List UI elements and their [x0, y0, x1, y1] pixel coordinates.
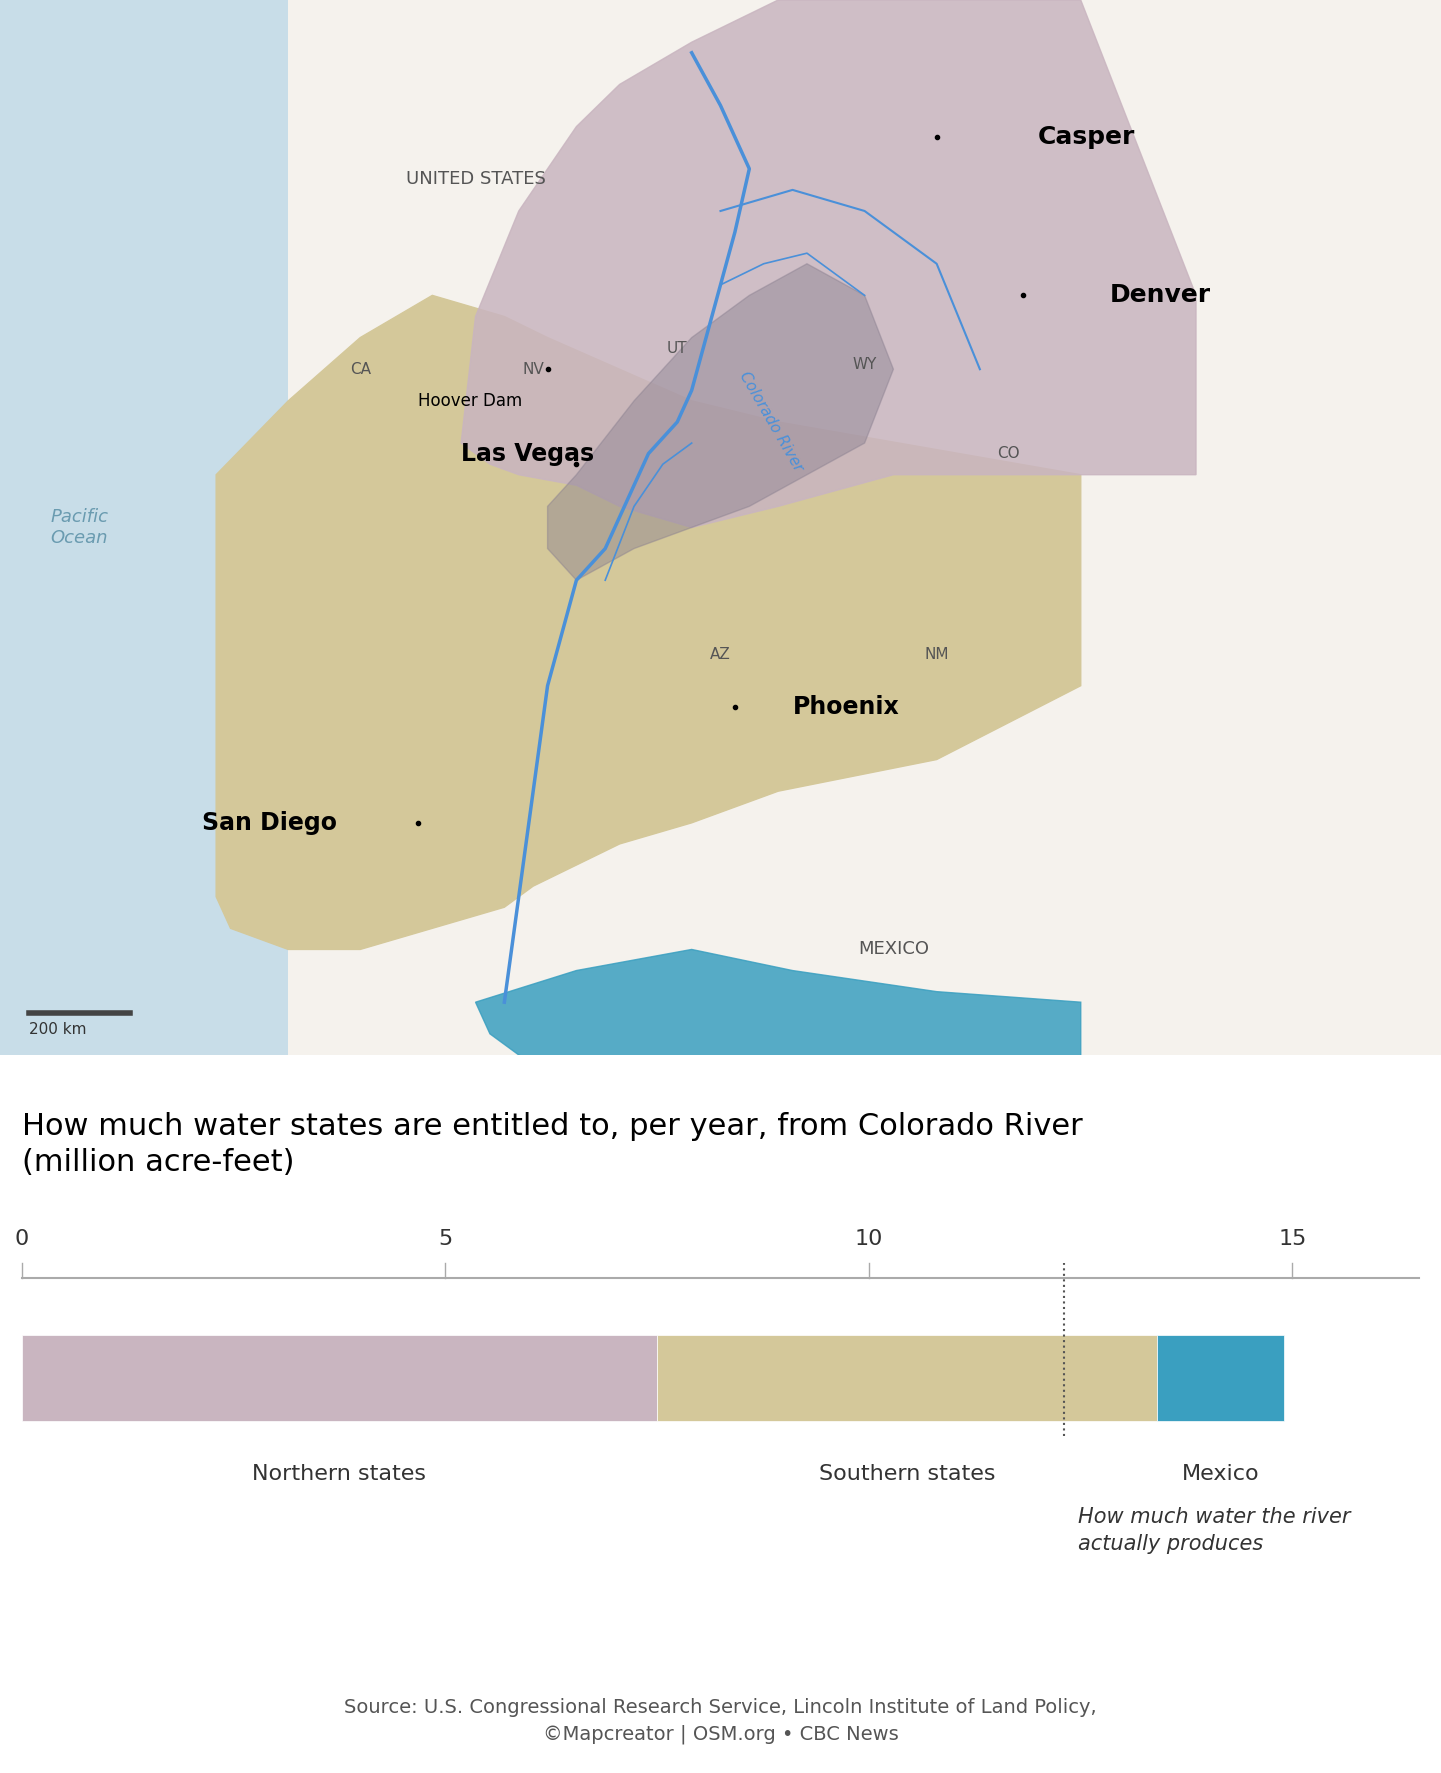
Text: Hoover Dam: Hoover Dam — [418, 392, 522, 410]
Text: Pacific
Ocean: Pacific Ocean — [50, 509, 108, 546]
Text: Mexico: Mexico — [1182, 1464, 1259, 1484]
Text: 0: 0 — [14, 1229, 29, 1248]
Text: Southern states: Southern states — [818, 1464, 996, 1484]
Text: Phoenix: Phoenix — [793, 695, 899, 718]
Bar — [657, 1335, 1157, 1422]
Polygon shape — [216, 296, 1081, 949]
Text: AZ: AZ — [710, 647, 731, 661]
Text: 200 km: 200 km — [29, 1021, 86, 1037]
Bar — [1157, 1335, 1284, 1422]
Text: CA: CA — [350, 362, 370, 376]
Text: San Diego: San Diego — [202, 810, 337, 835]
Text: 5: 5 — [438, 1229, 452, 1248]
Polygon shape — [548, 264, 893, 580]
FancyBboxPatch shape — [115, 0, 1441, 1055]
Polygon shape — [476, 949, 1081, 1066]
FancyBboxPatch shape — [0, 0, 288, 1055]
Text: Las Vegas: Las Vegas — [461, 441, 594, 466]
Text: Source: U.S. Congressional Research Service, Lincoln Institute of Land Policy,
©: Source: U.S. Congressional Research Serv… — [344, 1699, 1097, 1745]
Text: 10: 10 — [855, 1229, 883, 1248]
Text: UNITED STATES: UNITED STATES — [405, 170, 546, 188]
Text: Northern states: Northern states — [252, 1464, 427, 1484]
Text: CO: CO — [997, 447, 1020, 461]
Text: UT: UT — [667, 340, 687, 356]
Text: MEXICO: MEXICO — [857, 940, 929, 959]
Text: Denver: Denver — [1110, 284, 1210, 307]
Text: Colorado River: Colorado River — [736, 369, 806, 475]
Text: NM: NM — [924, 647, 950, 661]
Text: Casper: Casper — [1038, 126, 1136, 149]
Text: 15: 15 — [1278, 1229, 1307, 1248]
Text: How much water the river
actually produces: How much water the river actually produc… — [1078, 1507, 1350, 1553]
Text: NV: NV — [522, 362, 545, 376]
Polygon shape — [461, 0, 1196, 527]
Bar — [22, 1335, 657, 1422]
Text: How much water states are entitled to, per year, from Colorado River
(million ac: How much water states are entitled to, p… — [22, 1112, 1082, 1177]
Text: WY: WY — [853, 356, 876, 372]
